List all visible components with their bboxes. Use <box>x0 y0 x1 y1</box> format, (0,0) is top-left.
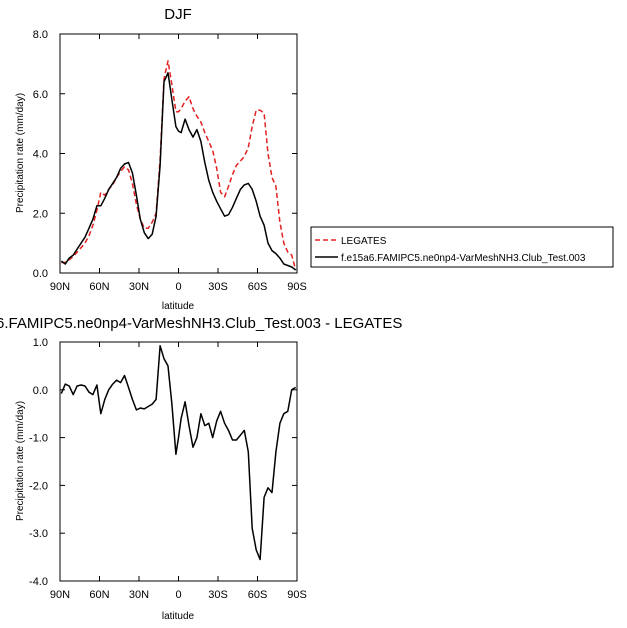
chart-top-ticks: 90N 60N 30N 0 30S 60S 90S 0.0 2.0 4.0 6.0 8.0 <box>33 29 307 293</box>
x-tick-label: 30N <box>129 281 149 293</box>
chart-top-legend: LEGATES f.e15a6.FAMIPC5.ne0np4-VarMeshNH… <box>310 226 614 268</box>
x-tick-label: 60S <box>248 589 268 601</box>
legend-label-model: f.e15a6.FAMIPC5.ne0np4-VarMeshNH3.Club_T… <box>341 253 586 264</box>
y-tick-label: 6.0 <box>33 89 48 101</box>
chart-top-xlabel: latitude <box>162 301 195 312</box>
chart-top-series <box>60 60 297 271</box>
series-line-0 <box>61 60 297 271</box>
chart-bottom-series <box>60 345 297 561</box>
x-tick-label: 0 <box>175 281 181 293</box>
y-tick-label: -3.0 <box>29 528 48 540</box>
x-tick-label: 30S <box>208 281 228 293</box>
y-tick-label: -1.0 <box>29 433 48 445</box>
chart-top-ylabel: Precipitation rate (mm/day) <box>15 93 26 213</box>
y-tick-label: -2.0 <box>29 480 48 492</box>
series-line-1 <box>60 72 297 271</box>
x-tick-label: 90S <box>287 281 307 293</box>
chart-top: DJF 90N 60N 30N 0 30S 60S 90S 0.0 2.0 4.0 6.0 8.0 l… <box>15 6 614 312</box>
y-tick-label: 0.0 <box>33 268 48 280</box>
x-tick-label: 90N <box>50 589 70 601</box>
x-tick-label: 90S <box>287 589 307 601</box>
chart-bottom-ticks: 90N 60N 30N 0 30S 60S 90S 1.0 0.0 -1.0 -2.0 -3.0 -4.… <box>29 337 307 601</box>
x-tick-label: 0 <box>175 589 181 601</box>
y-tick-label: 2.0 <box>33 208 48 220</box>
x-tick-label: 90N <box>50 281 70 293</box>
x-tick-label: 30S <box>208 589 228 601</box>
legend-label-legates: LEGATES <box>341 236 387 247</box>
y-tick-label: 1.0 <box>33 337 48 349</box>
x-tick-label: 60N <box>89 281 109 293</box>
chart-top-title: DJF <box>164 6 192 23</box>
x-tick-label: 60S <box>248 281 268 293</box>
y-tick-label: -4.0 <box>29 576 48 588</box>
y-tick-label: 0.0 <box>33 385 48 397</box>
y-tick-label: 8.0 <box>33 29 48 41</box>
y-tick-label: 4.0 <box>33 149 48 161</box>
legend-box <box>310 226 614 268</box>
series-line-0 <box>60 345 297 561</box>
chart-bottom-title: a6.FAMIPC5.ne0np4-VarMeshNH3.Club_Test.0… <box>0 315 402 332</box>
chart-bottom-frame <box>59 341 298 582</box>
x-tick-label: 60N <box>89 589 109 601</box>
chart-bottom-xlabel: latitude <box>162 611 195 622</box>
chart-bottom-ylabel: Precipitation rate (mm/day) <box>15 401 26 521</box>
chart-top-frame <box>59 33 298 274</box>
chart-bottom: a6.FAMIPC5.ne0np4-VarMeshNH3.Club_Test.0… <box>0 315 402 622</box>
x-tick-label: 30N <box>129 589 149 601</box>
